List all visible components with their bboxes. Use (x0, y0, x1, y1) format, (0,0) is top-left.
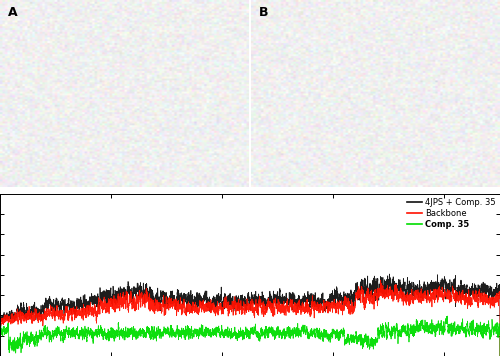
Legend: 4JPS + Comp. 35, Backbone, Comp. 35: 4JPS + Comp. 35, Backbone, Comp. 35 (407, 198, 496, 229)
Text: A: A (8, 6, 17, 19)
Text: B: B (258, 6, 268, 19)
